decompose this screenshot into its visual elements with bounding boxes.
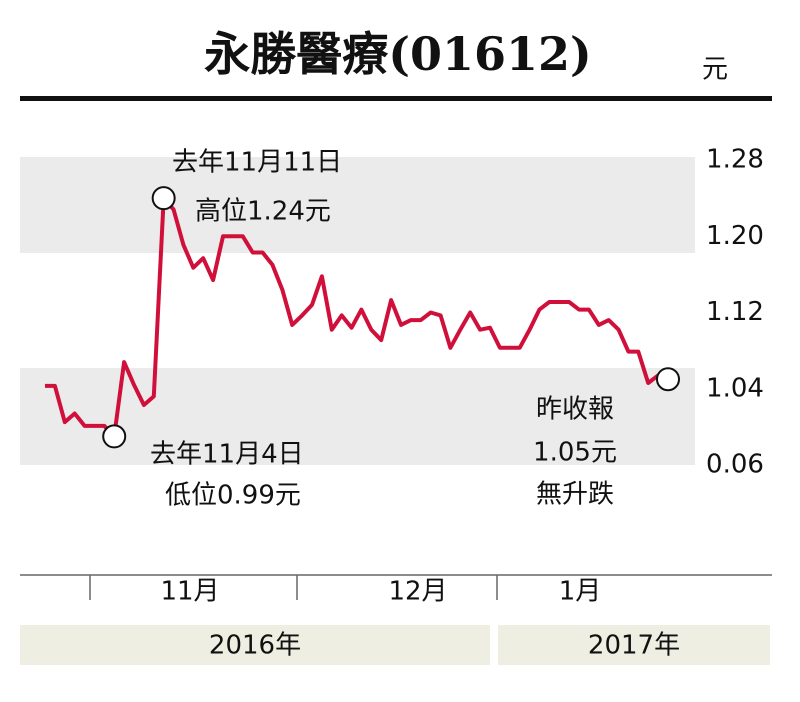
price-line (45, 196, 669, 439)
point-marker (151, 186, 176, 211)
point-marker (656, 367, 680, 392)
annotation: 去年11月4日 (150, 440, 304, 470)
annotation: 昨收報 (536, 395, 614, 425)
year-label: 2016年 (209, 631, 301, 661)
year-label: 2017年 (588, 631, 680, 661)
band (20, 157, 695, 253)
annotation: 去年11月11日 (172, 148, 342, 178)
y-tick-label: 1.12 (706, 297, 764, 327)
annotation: 無升跌 (536, 480, 614, 510)
month-label: 12月 (388, 577, 447, 607)
month-label: 11月 (160, 577, 219, 607)
unit-label: 元 (702, 55, 728, 85)
annotation: 高位1.24元 (195, 197, 331, 227)
annotation: 低位0.99元 (165, 481, 301, 511)
y-tick-label: 1.20 (706, 221, 764, 251)
y-tick-label: 0.06 (706, 450, 764, 480)
title-rule (20, 96, 772, 101)
year-band (20, 625, 490, 665)
month-label: 1月 (559, 577, 602, 607)
point-marker (102, 424, 127, 449)
y-tick-label: 1.04 (706, 373, 764, 403)
year-band (498, 625, 770, 665)
chart-title: 永勝醫療(01612) (204, 27, 592, 81)
y-tick-label: 1.28 (706, 145, 764, 175)
annotation: 1.05元 (533, 438, 617, 468)
